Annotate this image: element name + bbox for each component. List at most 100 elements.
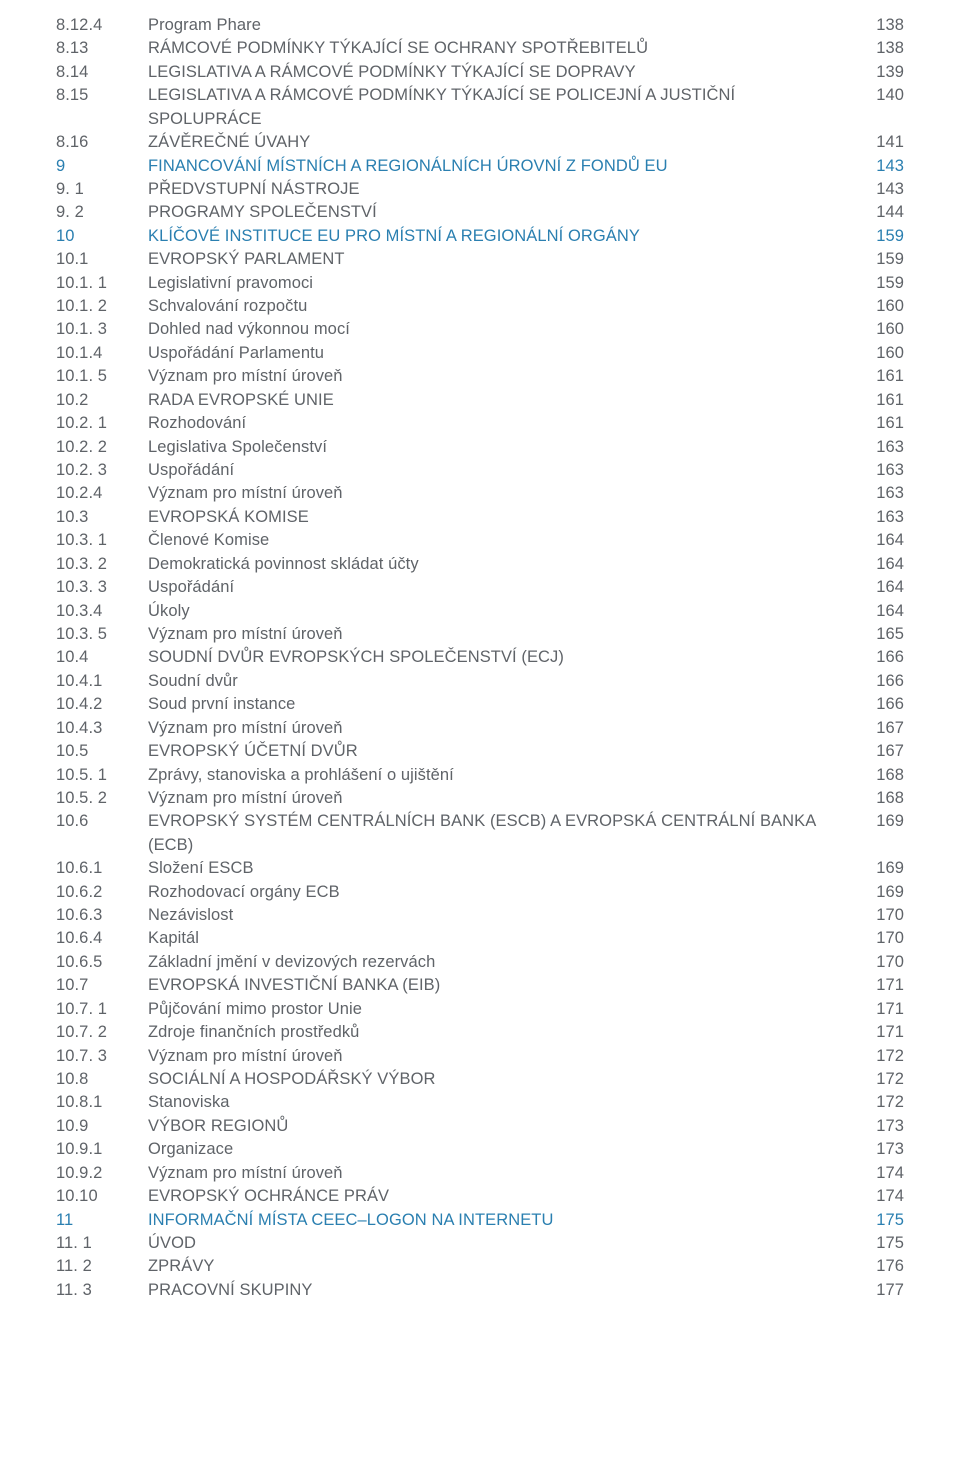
toc-number: 8.14: [56, 61, 148, 84]
toc-row: 11. 1ÚVOD175: [56, 1232, 904, 1255]
toc-title: Uspořádání Parlamentu: [148, 342, 860, 365]
toc-number: 10.7. 1: [56, 998, 148, 1021]
toc-title: RADA EVROPSKÉ UNIE: [148, 389, 860, 412]
toc-number: 8.15: [56, 84, 148, 107]
toc-number: 10.4.1: [56, 670, 148, 693]
toc-number: 10.4.3: [56, 717, 148, 740]
toc-page: 164: [860, 600, 904, 623]
toc-row: 10.4.3Význam pro místní úroveň167: [56, 717, 904, 740]
toc-title: Legislativní pravomoci: [148, 272, 860, 295]
toc-number: 10.3.4: [56, 600, 148, 623]
toc-number: 10.2.4: [56, 482, 148, 505]
toc-title: Složení ESCB: [148, 857, 860, 880]
toc-title: ÚVOD: [148, 1232, 860, 1255]
toc-title: SOCIÁLNÍ A HOSPODÁŘSKÝ VÝBOR: [148, 1068, 860, 1091]
toc-title: Význam pro místní úroveň: [148, 365, 860, 388]
toc-number: 11. 2: [56, 1255, 148, 1278]
toc-page: 166: [860, 693, 904, 716]
toc-page: 166: [860, 670, 904, 693]
toc-row: 10.3EVROPSKÁ KOMISE163: [56, 506, 904, 529]
toc-row: 10.3.4Úkoly164: [56, 600, 904, 623]
toc-page: 159: [860, 272, 904, 295]
toc-row: 11INFORMAČNÍ MÍSTA CEEC–LOGON NA INTERNE…: [56, 1209, 904, 1232]
toc-number: 10.1.4: [56, 342, 148, 365]
toc-title: Schvalování rozpočtu: [148, 295, 860, 318]
toc-number: 10: [56, 225, 148, 248]
toc-page: 176: [860, 1255, 904, 1278]
toc-row: 10.9VÝBOR REGIONŮ173: [56, 1115, 904, 1138]
toc-number: 10.6.1: [56, 857, 148, 880]
toc-row: 10.5. 2Význam pro místní úroveň168: [56, 787, 904, 810]
toc-page: 161: [860, 412, 904, 435]
toc-number: 10.7. 2: [56, 1021, 148, 1044]
toc-page: 174: [860, 1162, 904, 1185]
toc-row: 10.6.1Složení ESCB169: [56, 857, 904, 880]
toc-row: 10.6EVROPSKÝ SYSTÉM CENTRÁLNÍCH BANK (ES…: [56, 810, 904, 857]
toc-number: 10.3: [56, 506, 148, 529]
toc-row: 10.4.2Soud první instance166: [56, 693, 904, 716]
toc-page: 168: [860, 764, 904, 787]
toc-title: EVROPSKÝ PARLAMENT: [148, 248, 860, 271]
toc-page: 174: [860, 1185, 904, 1208]
toc-title: KLÍČOVÉ INSTITUCE EU PRO MÍSTNÍ A REGION…: [148, 225, 860, 248]
toc-title: PRACOVNÍ SKUPINY: [148, 1279, 860, 1302]
toc-number: 10.3. 5: [56, 623, 148, 646]
toc-page: 169: [860, 881, 904, 904]
toc-number: 10.9.2: [56, 1162, 148, 1185]
toc-row: 10.1. 2Schvalování rozpočtu160: [56, 295, 904, 318]
toc-page: 172: [860, 1068, 904, 1091]
toc-title: LEGISLATIVA A RÁMCOVÉ PODMÍNKY TÝKAJÍCÍ …: [148, 61, 860, 84]
toc-row: 9. 1PŘEDVSTUPNÍ NÁSTROJE143: [56, 178, 904, 201]
toc-number: 11. 3: [56, 1279, 148, 1302]
toc-number: 10.2. 3: [56, 459, 148, 482]
toc-title: Nezávislost: [148, 904, 860, 927]
toc-row: 10.1. 3Dohled nad výkonnou mocí160: [56, 318, 904, 341]
toc-title: ZÁVĚREČNÉ ÚVAHY: [148, 131, 860, 154]
toc-number: 10.6.5: [56, 951, 148, 974]
toc-number: 10.6.2: [56, 881, 148, 904]
toc-title: Dohled nad výkonnou mocí: [148, 318, 860, 341]
toc-title: Program Phare: [148, 14, 860, 37]
toc-row: 11. 2ZPRÁVY176: [56, 1255, 904, 1278]
toc-page: 164: [860, 553, 904, 576]
toc-page: 172: [860, 1045, 904, 1068]
toc-page: 177: [860, 1279, 904, 1302]
toc-row: 10.1. 1Legislativní pravomoci159: [56, 272, 904, 295]
toc-row: 8.13RÁMCOVÉ PODMÍNKY TÝKAJÍCÍ SE OCHRANY…: [56, 37, 904, 60]
toc-number: 10.5. 1: [56, 764, 148, 787]
toc-row: 10.3. 3Uspořádání164: [56, 576, 904, 599]
toc-row: 10.9.2Význam pro místní úroveň174: [56, 1162, 904, 1185]
toc-number: 10.5: [56, 740, 148, 763]
toc-title: INFORMAČNÍ MÍSTA CEEC–LOGON NA INTERNETU: [148, 1209, 860, 1232]
toc-title: Uspořádání: [148, 459, 860, 482]
toc-page: 138: [860, 14, 904, 37]
toc-row: 10.3. 1Členové Komise164: [56, 529, 904, 552]
toc-title: Uspořádání: [148, 576, 860, 599]
toc-title: EVROPSKÁ KOMISE: [148, 506, 860, 529]
toc-row: 10.8SOCIÁLNÍ A HOSPODÁŘSKÝ VÝBOR172: [56, 1068, 904, 1091]
toc-number: 10.9.1: [56, 1138, 148, 1161]
toc-page: 173: [860, 1138, 904, 1161]
toc-row: 10.6.5Základní jmění v devizových rezerv…: [56, 951, 904, 974]
toc-page: 169: [860, 810, 904, 833]
toc-row: 10.9.1Organizace173: [56, 1138, 904, 1161]
toc-title: Význam pro místní úroveň: [148, 623, 860, 646]
toc-page: 171: [860, 1021, 904, 1044]
toc-title: Význam pro místní úroveň: [148, 717, 860, 740]
toc-number: 10.8.1: [56, 1091, 148, 1114]
toc-number: 10.3. 3: [56, 576, 148, 599]
toc-row: 10.2. 2Legislativa Společenství163: [56, 436, 904, 459]
toc-row: 10.1. 5Význam pro místní úroveň161: [56, 365, 904, 388]
toc-page: 168: [860, 787, 904, 810]
toc-title: Základní jmění v devizových rezervách: [148, 951, 860, 974]
toc-number: 10.2. 2: [56, 436, 148, 459]
toc-page: 141: [860, 131, 904, 154]
toc-page: 164: [860, 576, 904, 599]
toc-title: Zprávy, stanoviska a prohlášení o ujiště…: [148, 764, 860, 787]
toc-row: 10.3. 5Význam pro místní úroveň165: [56, 623, 904, 646]
toc-title: Význam pro místní úroveň: [148, 1045, 860, 1068]
toc-number: 11. 1: [56, 1232, 148, 1255]
toc-page: 164: [860, 529, 904, 552]
toc-page: 173: [860, 1115, 904, 1138]
toc-title: EVROPSKÝ ÚČETNÍ DVŮR: [148, 740, 860, 763]
